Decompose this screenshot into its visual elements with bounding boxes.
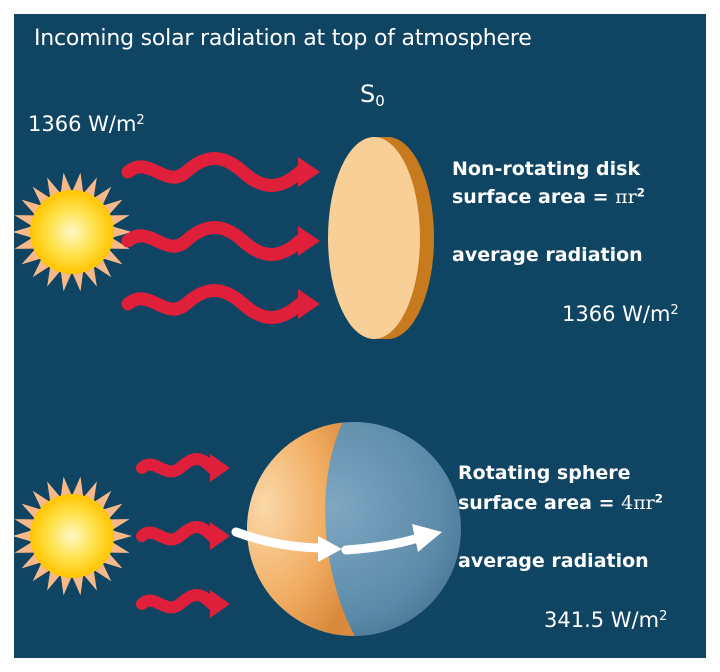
sun-core bbox=[30, 494, 114, 578]
solar-constant-subscript: 0 bbox=[375, 92, 385, 110]
disk-area-label: surface area = πr2 bbox=[452, 186, 645, 208]
disk-avg-number: 1366 W/m bbox=[562, 302, 671, 326]
sphere-area-symbol: 4πr bbox=[621, 492, 655, 514]
radiation-wave-arrow bbox=[136, 521, 230, 550]
sphere-title: Rotating sphere bbox=[458, 462, 631, 484]
radiation-wave-arrow bbox=[121, 284, 320, 324]
radiation-wave-arrow bbox=[136, 589, 230, 618]
sphere-avg-value: 341.5 W/m2 bbox=[544, 608, 667, 632]
rotation-arrow bbox=[231, 524, 442, 562]
radiation-wave-arrow bbox=[136, 453, 230, 482]
incoming-flux-label: 1366 W/m2 bbox=[28, 112, 145, 136]
radiation-wave-arrow bbox=[121, 152, 320, 192]
disk-area-prefix: surface area = bbox=[452, 186, 616, 208]
sphere-avg-label: average radiation bbox=[458, 550, 649, 572]
sphere-avg-exp: 2 bbox=[659, 608, 668, 624]
disk-avg-exp: 2 bbox=[670, 302, 679, 318]
disk-shape bbox=[328, 137, 434, 339]
solar-constant-symbol: S bbox=[360, 80, 376, 108]
sphere-area-label: surface area = 4πr2 bbox=[458, 492, 663, 514]
diagram-artwork bbox=[14, 137, 461, 636]
disk-area-symbol: πr bbox=[615, 186, 637, 208]
diagram-frame: Incoming solar radiation at top of atmos… bbox=[14, 14, 706, 658]
disk-avg-value: 1366 W/m2 bbox=[562, 302, 679, 326]
disk-area-exp: 2 bbox=[636, 185, 645, 200]
sun-icon bbox=[14, 172, 132, 292]
diagram-title: Incoming solar radiation at top of atmos… bbox=[34, 26, 532, 51]
sphere-area-prefix: surface area = bbox=[458, 492, 622, 514]
sphere-area-exp: 2 bbox=[654, 491, 663, 506]
solar-constant-label: S0 bbox=[360, 80, 385, 110]
incoming-flux-value: 1366 W/m bbox=[28, 112, 137, 136]
sun-icon bbox=[14, 476, 132, 596]
sun-core bbox=[30, 190, 114, 274]
radiation-wave-arrow bbox=[121, 221, 320, 261]
sphere-avg-number: 341.5 W/m bbox=[544, 608, 660, 632]
disk-avg-label: average radiation bbox=[452, 244, 643, 266]
incoming-flux-exp: 2 bbox=[136, 112, 145, 128]
disk-title: Non-rotating disk bbox=[452, 158, 641, 180]
